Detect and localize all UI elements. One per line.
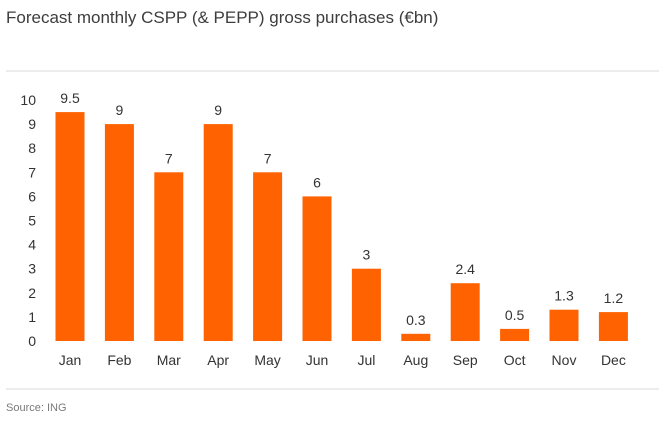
bar-jan <box>55 112 85 341</box>
y-tick-label: 10 <box>20 92 36 108</box>
y-tick-label: 2 <box>28 285 36 301</box>
x-tick-label-aug: Aug <box>403 352 428 368</box>
x-tick-label-sep: Sep <box>453 352 478 368</box>
source-note: Source: ING <box>6 402 67 414</box>
y-tick-label: 7 <box>28 164 36 180</box>
y-tick-label: 4 <box>28 237 36 253</box>
x-tick-label-feb: Feb <box>107 352 131 368</box>
data-label-dec: 1.2 <box>604 290 624 306</box>
y-tick-label: 8 <box>28 140 36 156</box>
bar-jul <box>351 268 381 341</box>
data-label-apr: 9 <box>214 102 222 118</box>
y-axis-ticks: 0 1 2 3 4 5 6 7 8 9 10 <box>20 92 36 349</box>
y-tick-label: 9 <box>28 116 36 132</box>
x-axis-ticks: Jan Feb Mar Apr May Jun Jul Aug Sep Oct Nov Dec <box>59 352 626 368</box>
data-label-jul: 3 <box>363 247 371 263</box>
x-tick-label-oct: Oct <box>504 352 526 368</box>
x-tick-label-apr: Apr <box>207 352 229 368</box>
data-label-may: 7 <box>264 150 272 166</box>
y-tick-label: 5 <box>28 213 36 229</box>
x-tick-label-jan: Jan <box>59 352 82 368</box>
bar-apr <box>203 124 233 341</box>
x-tick-label-jun: Jun <box>306 352 329 368</box>
bar-sep <box>450 283 480 341</box>
y-tick-label: 3 <box>28 261 36 277</box>
bar-nov <box>549 309 579 341</box>
bar-aug <box>401 333 431 341</box>
x-tick-label-dec: Dec <box>601 352 626 368</box>
data-label-sep: 2.4 <box>455 261 475 277</box>
y-tick-label: 1 <box>28 309 36 325</box>
y-tick-label: 0 <box>28 333 36 349</box>
chart-title: Forecast monthly CSPP (& PEPP) gross pur… <box>6 8 439 27</box>
x-tick-label-nov: Nov <box>552 352 577 368</box>
y-tick-label: 6 <box>28 188 36 204</box>
x-tick-label-may: May <box>254 352 280 368</box>
bar-jun <box>302 196 332 341</box>
data-label-mar: 7 <box>165 150 173 166</box>
data-label-jun: 6 <box>313 174 321 190</box>
data-label-oct: 0.5 <box>505 307 525 323</box>
data-label-nov: 1.3 <box>554 288 574 304</box>
bar-dec <box>598 312 628 341</box>
bar-may <box>253 172 283 341</box>
x-tick-label-jul: Jul <box>357 352 375 368</box>
bar-mar <box>154 172 184 341</box>
bars <box>55 112 628 341</box>
bar-feb <box>104 124 134 341</box>
data-label-aug: 0.3 <box>406 312 426 328</box>
x-tick-label-mar: Mar <box>157 352 181 368</box>
bar-oct <box>500 328 530 341</box>
data-label-feb: 9 <box>116 102 124 118</box>
data-labels: 9.5 9 7 9 7 6 3 0.3 2.4 0.5 1.3 1.2 <box>60 90 623 328</box>
data-label-jan: 9.5 <box>60 90 80 106</box>
